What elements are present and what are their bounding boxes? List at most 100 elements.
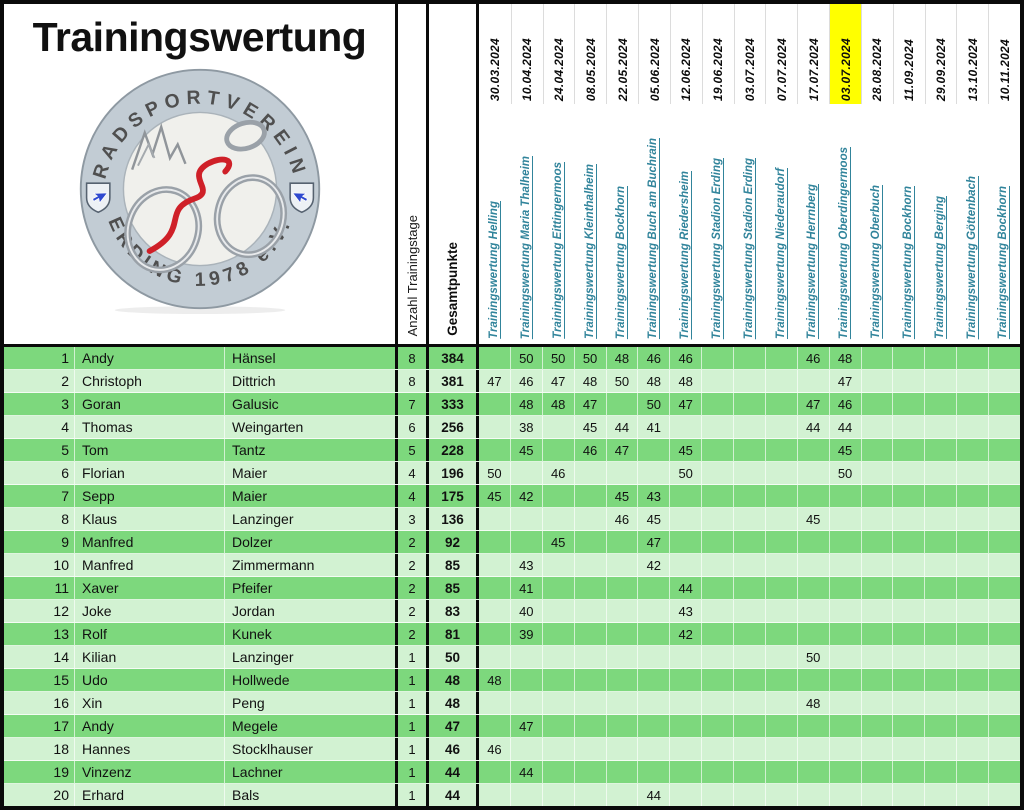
points-cells: 38 45 44 41 44 44	[479, 416, 1020, 438]
cell-last-name: Stocklhauser	[224, 738, 395, 760]
event-link[interactable]: Trainingswertung Maria Thalheim	[519, 155, 532, 339]
event-link[interactable]: Trainingswertung Herrnberg	[806, 183, 819, 339]
cell-points	[541, 761, 574, 783]
cell-points	[892, 646, 924, 668]
event-link[interactable]: Trainingswertung Bockhorn	[901, 185, 914, 339]
event-link[interactable]: Trainingswertung Stadion Erding	[710, 157, 723, 339]
cell-points	[637, 761, 669, 783]
cell-points	[509, 692, 542, 714]
cell-first-name: Vinzenz	[74, 761, 224, 783]
event-link-cell: Trainingswertung Berging	[925, 104, 957, 344]
event-date-label: 08.05.2024	[583, 37, 598, 101]
cell-points: 43	[509, 554, 542, 576]
cell-points	[605, 531, 638, 553]
event-link[interactable]: Trainingswertung Eittingermoos	[551, 162, 564, 339]
event-column: 10.04.2024 Trainingswertung Maria Thalhei…	[510, 4, 543, 344]
cell-points	[988, 554, 1020, 576]
cell-points	[733, 577, 765, 599]
event-link[interactable]: Trainingswertung Oberbuch	[870, 185, 883, 339]
cell-points: 41	[509, 577, 542, 599]
event-link[interactable]: Trainingswertung Berging	[933, 196, 946, 339]
cell-points	[764, 600, 797, 622]
event-link[interactable]: Trainingswertung Helling	[488, 201, 501, 339]
cell-points	[541, 485, 574, 507]
days-column-header: Anzahl Trainingstage	[395, 4, 429, 344]
cell-points	[988, 761, 1020, 783]
cell-points	[764, 692, 797, 714]
event-link-cell: Trainingswertung Riedersheim	[670, 104, 702, 344]
cell-points	[924, 738, 956, 760]
cell-points	[860, 761, 893, 783]
points-cells: 43 42	[479, 554, 1020, 576]
cell-points	[860, 715, 893, 737]
event-date-label: 07.07.2024	[774, 37, 789, 101]
event-date: 10.11.2024	[988, 4, 1020, 104]
cell-days: 8	[395, 347, 429, 369]
cell-points	[669, 554, 701, 576]
event-link[interactable]: Trainingswertung Bockhorn	[997, 185, 1010, 339]
cell-points	[796, 623, 829, 645]
points-cells: 46 45 45	[479, 508, 1020, 530]
table-row: 16 Xin Peng 1 48 48	[4, 692, 1020, 715]
cell-points	[892, 784, 924, 806]
event-link[interactable]: Trainingswertung Kleinthalheim	[583, 164, 596, 339]
event-link[interactable]: Trainingswertung Bockhorn	[615, 185, 628, 339]
event-link[interactable]: Trainingswertung Niederaudorf	[774, 167, 787, 339]
cursor-shield-right-icon	[288, 182, 314, 214]
cell-points: 46	[796, 347, 829, 369]
cell-points	[701, 738, 733, 760]
cell-points	[541, 600, 574, 622]
cell-points	[988, 646, 1020, 668]
event-date: 13.10.2024	[956, 4, 988, 104]
points-cells: 45 47	[479, 531, 1020, 553]
event-link[interactable]: Trainingswertung Göttenbach	[965, 175, 978, 339]
cell-days: 7	[395, 393, 429, 415]
cell-points: 47	[605, 439, 638, 461]
cell-points: 46	[828, 393, 861, 415]
event-link[interactable]: Trainingswertung Stadion Erding	[742, 157, 755, 339]
cell-points	[892, 508, 924, 530]
cell-points	[541, 738, 574, 760]
cell-points: 41	[637, 416, 669, 438]
cell-points	[860, 370, 893, 392]
event-date-label: 17.07.2024	[806, 37, 821, 101]
cell-points	[669, 485, 701, 507]
cell-rank: 15	[53, 672, 69, 688]
cell-total: 83	[429, 600, 479, 622]
cell-days: 2	[395, 577, 429, 599]
event-link[interactable]: Trainingswertung Buch am Buchrain	[647, 137, 660, 339]
cell-points	[573, 715, 606, 737]
cell-days: 2	[395, 600, 429, 622]
cell-rank: 5	[61, 442, 69, 458]
event-link[interactable]: Trainingswertung Oberdingermoos	[838, 146, 851, 339]
cell-first-name: Kilian	[74, 646, 224, 668]
cell-first-name: Thomas	[74, 416, 224, 438]
cell-points	[956, 485, 988, 507]
cell-points: 42	[669, 623, 701, 645]
cell-points	[892, 715, 924, 737]
event-link-cell: Trainingswertung Stadion Erding	[702, 104, 734, 344]
cell-rank: 1	[61, 350, 69, 366]
cell-points: 47	[796, 393, 829, 415]
cell-points: 50	[573, 347, 606, 369]
cell-points: 42	[509, 485, 542, 507]
cell-points	[796, 462, 829, 484]
cell-days: 2	[395, 623, 429, 645]
cell-points	[892, 393, 924, 415]
event-date-label: 10.04.2024	[520, 37, 535, 101]
table-row: 19 Vinzenz Lachner 1 44 44	[4, 761, 1020, 784]
cell-points	[509, 646, 542, 668]
cell-points: 50	[637, 393, 669, 415]
event-date: 17.07.2024	[797, 4, 829, 104]
cell-first-name: Klaus	[74, 508, 224, 530]
event-date-label: 03.07.2024	[838, 37, 853, 101]
event-column: 08.05.2024 Trainingswertung Kleinthalheim	[574, 4, 606, 344]
table-row: 20 Erhard Bals 1 44 44	[4, 784, 1020, 806]
days-column-label: Anzahl Trainingstage	[404, 214, 420, 336]
event-link[interactable]: Trainingswertung Riedersheim	[679, 170, 692, 340]
cell-points	[733, 370, 765, 392]
cell-points	[541, 646, 574, 668]
cell-points	[764, 577, 797, 599]
cell-points	[605, 646, 638, 668]
mountains-icon	[130, 122, 187, 171]
